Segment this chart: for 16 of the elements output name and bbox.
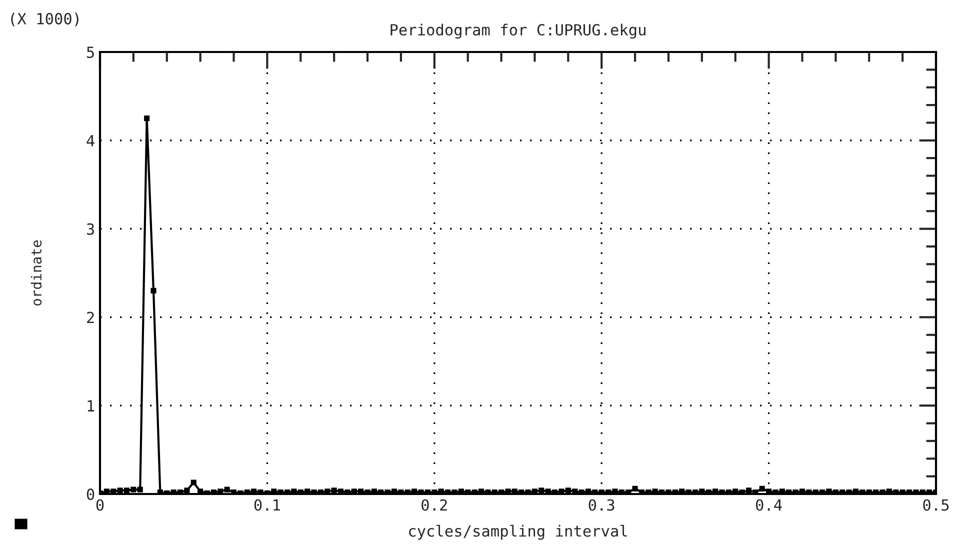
y-axis-title: ordinate bbox=[30, 240, 42, 306]
y-tick-label: 3 bbox=[86, 223, 94, 235]
y-tick-label: 4 bbox=[86, 135, 94, 146]
x-tick-label: 0 bbox=[96, 499, 104, 511]
x-axis-title: cycles/sampling interval bbox=[409, 524, 627, 540]
x-tick-label: 0.3 bbox=[588, 499, 614, 511]
x-tick-label: 0.5 bbox=[923, 499, 949, 511]
x-tick-label: 0.2 bbox=[422, 499, 447, 511]
y-tick-label: 1 bbox=[88, 400, 94, 412]
text: (X 1000) bbox=[11, 12, 78, 26]
y-tick-label: 5 bbox=[87, 46, 94, 58]
y-tick-label: 2 bbox=[87, 312, 94, 324]
y-tick-label: 0 bbox=[86, 488, 94, 500]
x-tick-label: 0.4 bbox=[756, 499, 782, 511]
x-tick-label: 0.1 bbox=[254, 499, 280, 511]
chart-title: Periodogram for C:UPRUG.ekgu bbox=[390, 24, 646, 39]
